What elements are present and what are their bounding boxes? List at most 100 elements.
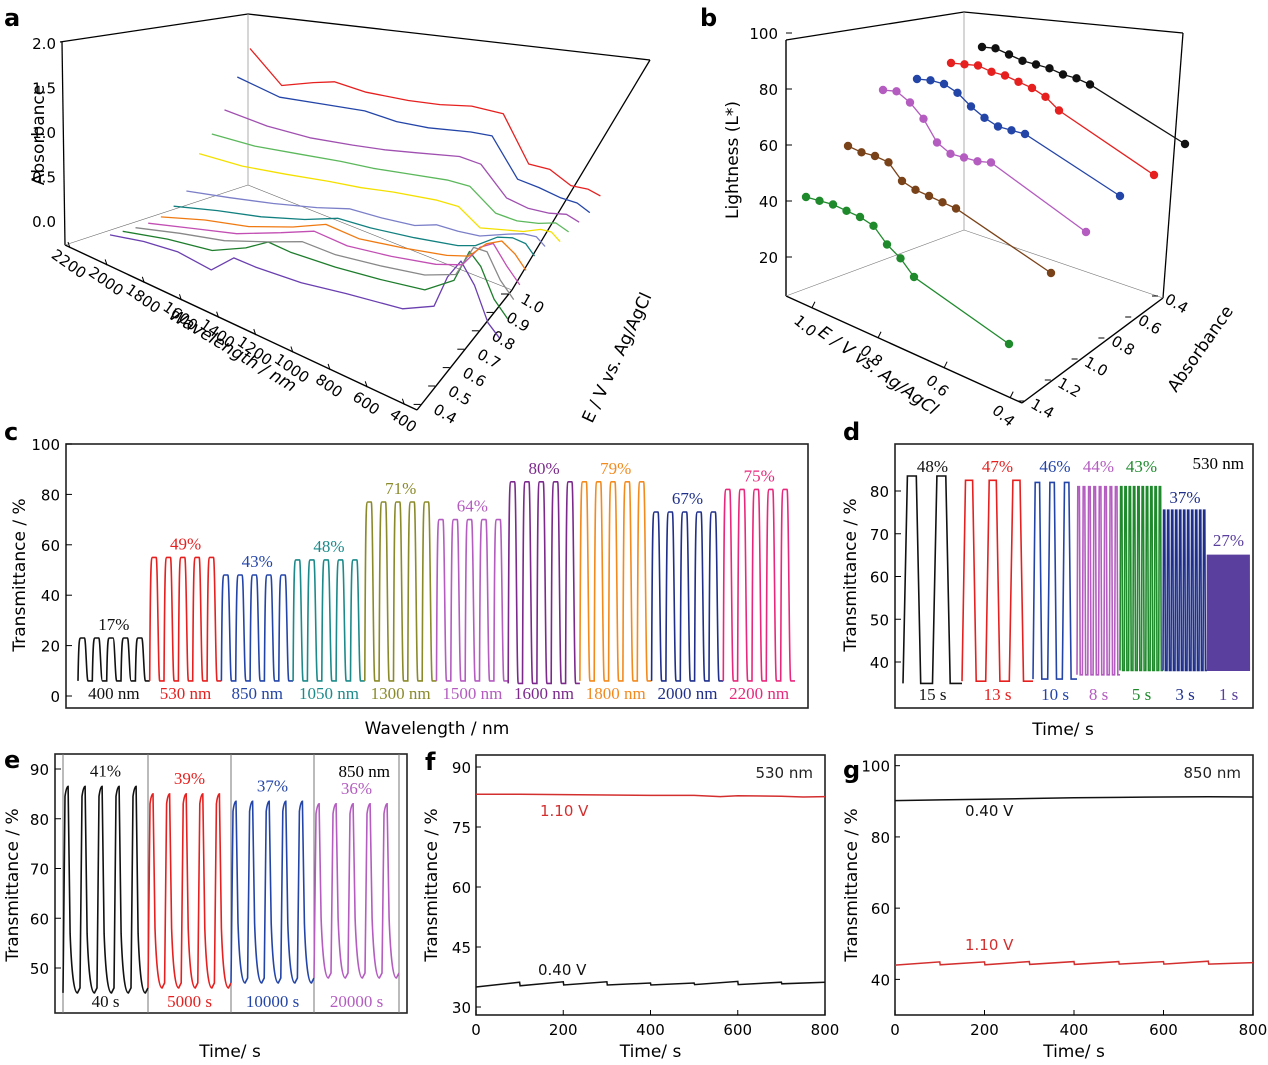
data-point-red — [1027, 83, 1037, 93]
y-tick-label: 0 — [50, 688, 60, 706]
contrast-label: 44% — [1083, 457, 1114, 476]
x-tick — [253, 328, 257, 336]
y-axis-label: Transmittance / % — [841, 498, 861, 652]
y-axis-label: Transmittance / % — [422, 808, 442, 962]
period-label: 15 s — [919, 685, 947, 704]
segment-trace — [1076, 485, 1120, 676]
data-point-green — [801, 192, 811, 202]
time-label: 10000 s — [246, 992, 299, 1011]
z-tick-label: 2.0 — [32, 35, 56, 53]
x-tick — [1009, 391, 1014, 398]
y-tick-label: 90 — [30, 761, 49, 779]
data-point-brown — [870, 151, 880, 161]
x-axis-label: Time/ s — [1031, 720, 1094, 740]
data-point-green — [842, 206, 851, 215]
data-point-green — [909, 272, 919, 282]
series-line-100V — [249, 48, 601, 197]
x-tick — [364, 381, 368, 388]
period-label: 13 s — [984, 685, 1012, 704]
segment-trace — [364, 501, 437, 682]
series-line-black — [981, 46, 1186, 145]
series-line — [476, 793, 826, 798]
series-label: 0.40 V — [965, 802, 1014, 820]
x-tick-label: 800 — [811, 1021, 840, 1039]
data-point-violet — [959, 153, 969, 162]
segment-trace — [62, 785, 149, 994]
contrast-label: 79% — [600, 459, 631, 478]
y-tick-label: 60 — [870, 569, 889, 587]
contrast-label: 48% — [917, 457, 948, 476]
y-tick-label: 60 — [41, 537, 60, 555]
y-tick-label: 50 — [870, 611, 889, 629]
x-tick-label: 800 — [1239, 1021, 1268, 1039]
series-label: 0.40 V — [538, 961, 587, 979]
panel-label: b — [700, 4, 717, 32]
data-point-black — [1004, 50, 1014, 59]
segment-trace — [961, 479, 1033, 682]
panel-a: a2.01.51.00.50.0Absorbance22002000180016… — [4, 4, 656, 436]
y-tick-label: 60 — [871, 900, 890, 918]
data-point-red — [1054, 106, 1064, 115]
data-point-violet — [1081, 227, 1091, 237]
x-tick — [877, 331, 882, 338]
period-label: 8 s — [1089, 685, 1108, 704]
z-tick-label: 20 — [759, 249, 778, 267]
series-line-075V — [198, 152, 561, 243]
y-tick-label: 0.4 — [1162, 290, 1192, 318]
data-point-blue — [1007, 126, 1016, 135]
contrast-label: 71% — [385, 479, 416, 498]
potential-axis — [416, 289, 513, 411]
panel-d: d 40 50 60 70 80 Transmittance / % Time/ s 530 n… — [841, 418, 1254, 740]
data-point-brown — [884, 158, 893, 167]
y-axis-label: Transmittance / % — [3, 808, 23, 962]
y-tick-label: 0.4 — [430, 400, 460, 428]
segment-trace — [1119, 485, 1163, 672]
wavelength-label: 850 nm — [232, 684, 283, 703]
x-axis-label: Time/ s — [198, 1042, 261, 1062]
wavelength-annotation: 850 nm — [1183, 764, 1241, 782]
data-point-blue — [912, 74, 922, 84]
data-point-black — [1085, 80, 1095, 89]
y-tick-label: 1.0 — [1081, 353, 1111, 381]
contrast-label: 80% — [528, 459, 559, 478]
data-point-green — [828, 200, 838, 209]
y-tick-label: 45 — [452, 939, 471, 957]
contrast-label: 46% — [1039, 457, 1070, 476]
z-tick-label: 60 — [759, 137, 778, 155]
series-line-040V — [109, 234, 500, 339]
wavelength-label: 530 nm — [160, 684, 211, 703]
data-point-green — [1004, 339, 1014, 349]
panel-g: g 40 60 80 100 0 200 400 600 800 Transmittance / %… — [842, 754, 1268, 1062]
series-line — [475, 980, 826, 988]
data-point-brown — [911, 185, 920, 194]
data-point-red — [1000, 71, 1010, 80]
x-tick — [290, 346, 294, 353]
time-label: 20000 s — [330, 992, 383, 1011]
x-tick — [401, 398, 405, 405]
y-tick-label: 40 — [41, 587, 60, 605]
contrast-label: 64% — [457, 497, 488, 516]
z-axis-label: Lightness (L*) — [723, 101, 743, 219]
wavelength-annotation: 530 nm — [755, 764, 813, 782]
x-tick-label: 0 — [471, 1021, 481, 1039]
series-line-070V — [186, 190, 546, 247]
x-tick — [943, 361, 948, 368]
segment-trace — [902, 475, 962, 685]
y-tick-label: 100 — [31, 436, 60, 454]
contrast-label: 75% — [744, 466, 775, 485]
y-axis-label: E / V vs. Ag/AgCl — [579, 290, 657, 426]
y-tick-label: 30 — [452, 999, 471, 1017]
contrast-label: 48% — [313, 537, 344, 556]
data-point-brown — [897, 176, 907, 186]
x-tick-label: 400 — [636, 1021, 665, 1039]
series-line-090V — [237, 76, 591, 214]
period-label: 3 s — [1175, 685, 1194, 704]
series-line-red — [950, 62, 1155, 176]
data-point-black — [1180, 139, 1190, 149]
y-tick-label: 40 — [870, 654, 889, 672]
y-tick-label: 80 — [30, 811, 49, 829]
data-point-green — [896, 254, 905, 263]
y-tick-label: 80 — [871, 829, 890, 847]
potential-axis — [785, 295, 1023, 404]
y-tick-label: 75 — [452, 819, 471, 837]
